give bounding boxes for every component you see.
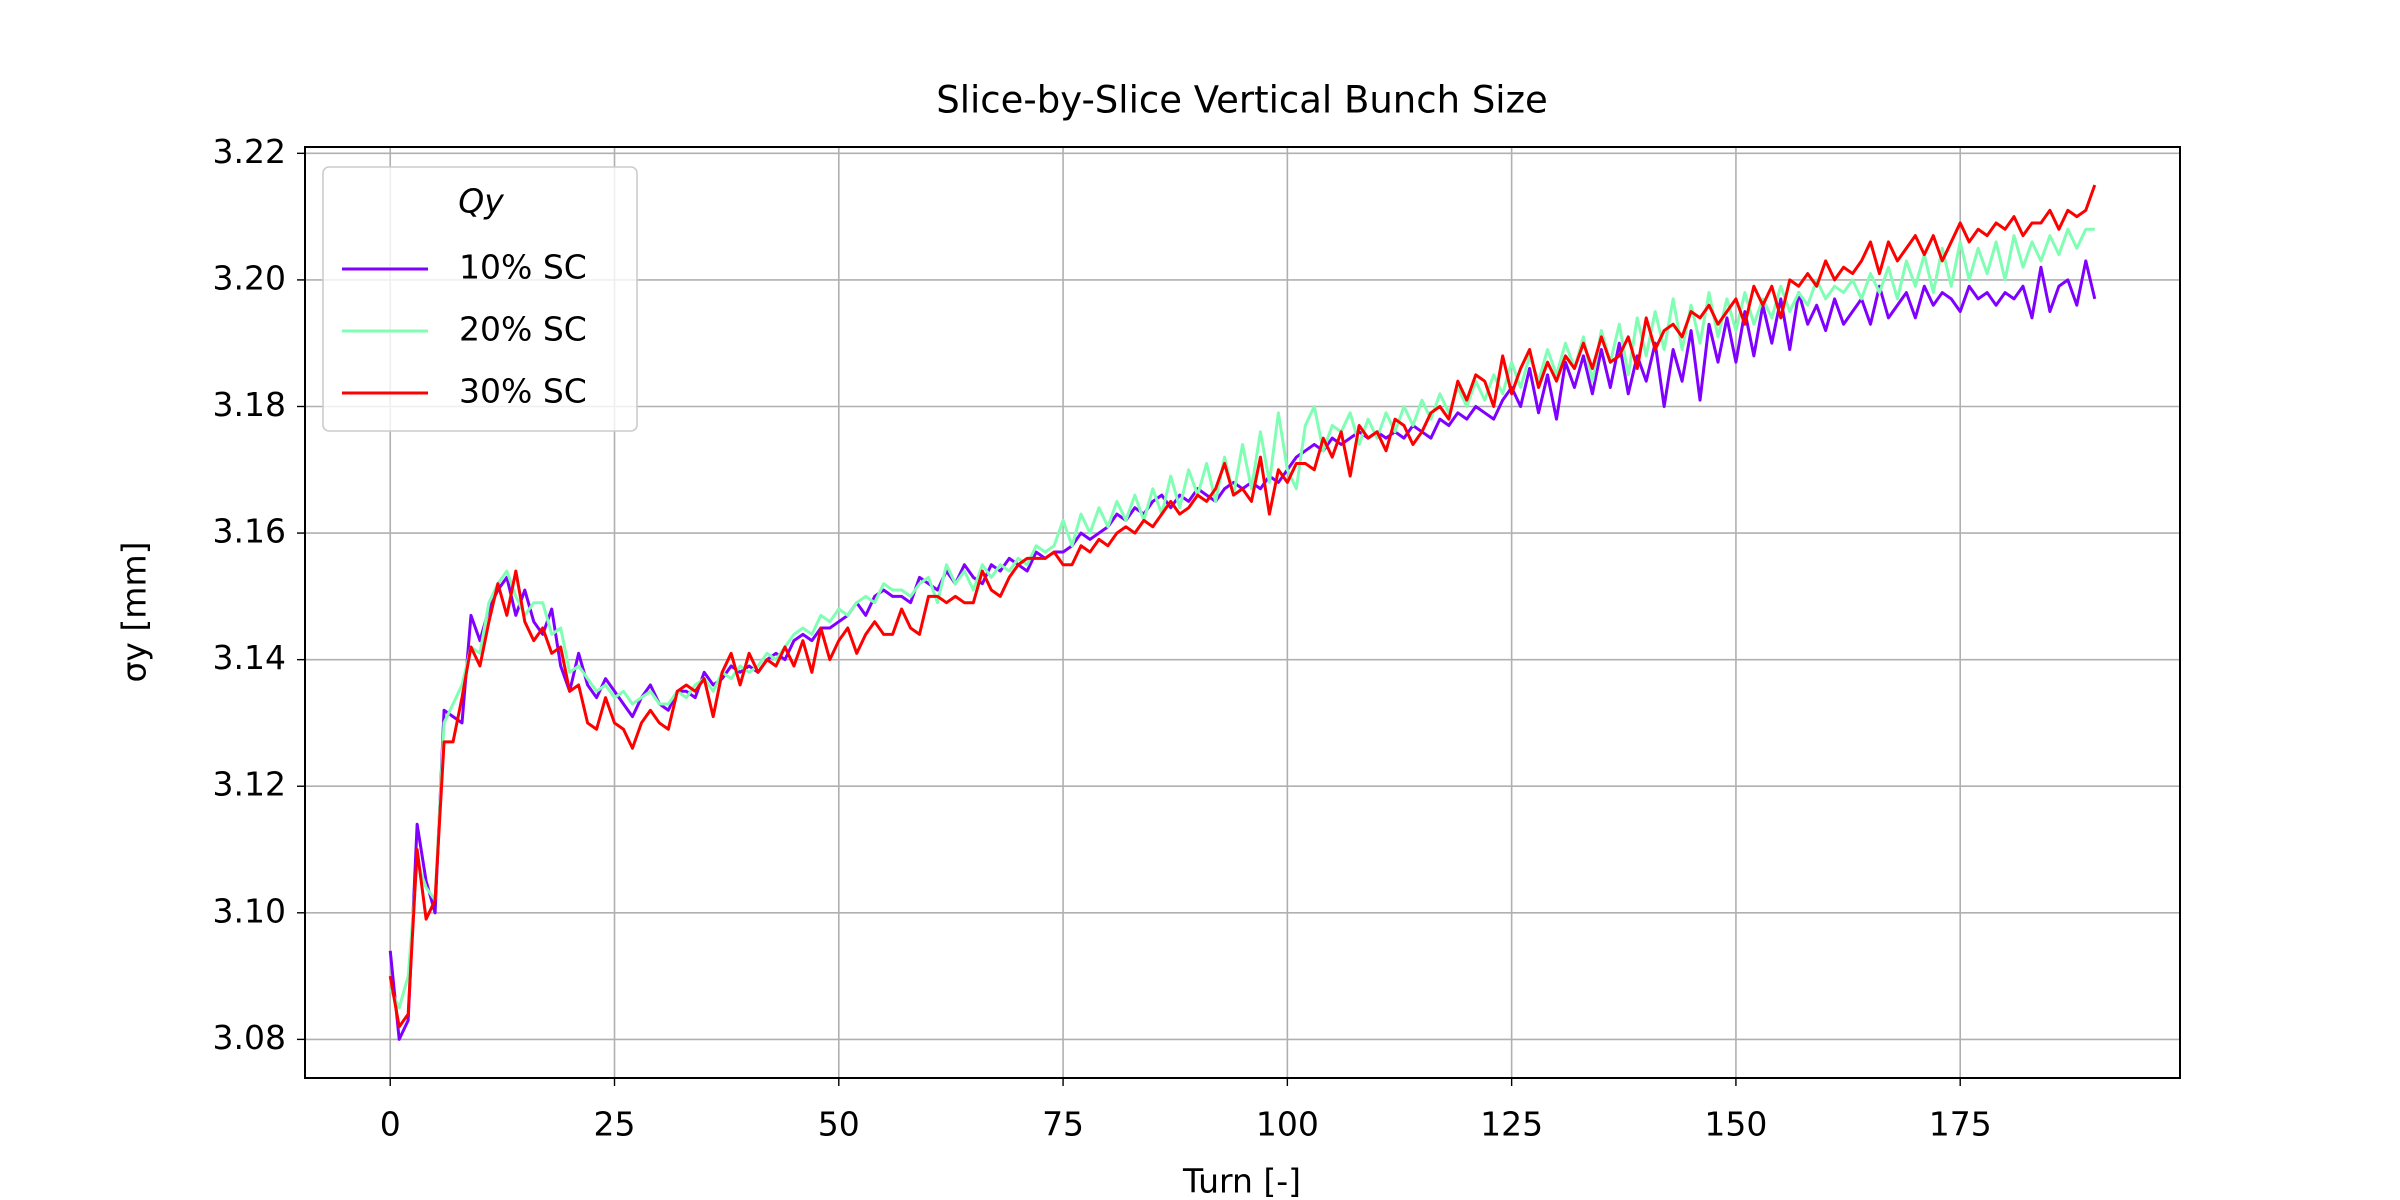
legend-title: Qy <box>458 182 504 221</box>
y-tick-label: 3.16 <box>213 512 286 551</box>
legend-box <box>322 166 638 432</box>
ticks: 0 25 50 75 100 125 150 175 3.08 3.10 3.12 3.14 3.16 3… <box>213 132 1992 1144</box>
y-tick-label: 3.18 <box>213 385 286 424</box>
y-tick-label: 3.08 <box>213 1018 286 1057</box>
axes-frame <box>304 146 2181 1079</box>
x-tick-label: 100 <box>1256 1105 1319 1144</box>
x-tick-label: 125 <box>1480 1105 1543 1144</box>
x-tick-label: 175 <box>1929 1105 1992 1144</box>
y-tick-label: 3.20 <box>213 258 286 297</box>
grid <box>305 147 2180 1078</box>
chart-title: Slice-by-Slice Vertical Bunch Size <box>936 79 1548 122</box>
legend-label: 30% SC <box>459 372 587 411</box>
y-tick-label: 3.12 <box>213 765 286 804</box>
legend-label: 10% SC <box>459 248 587 287</box>
y-tick-label: 3.22 <box>213 132 286 171</box>
y-tick-label: 3.14 <box>213 638 286 677</box>
x-tick-label: 75 <box>1042 1105 1084 1144</box>
x-axis-label: Turn [-] <box>1182 1162 1301 1200</box>
y-axis-label: σy [mm] <box>115 542 154 683</box>
x-tick-label: 0 <box>380 1105 401 1144</box>
y-tick-label: 3.10 <box>213 891 286 930</box>
series-line <box>388 184 2097 1029</box>
x-tick-label: 50 <box>818 1105 860 1144</box>
legend-label: 20% SC <box>459 310 587 349</box>
legend: Qy 10% SC 20% SC 30% SC <box>322 166 638 432</box>
x-tick-label: 25 <box>594 1105 636 1144</box>
x-tick-label: 150 <box>1704 1105 1767 1144</box>
series-line <box>388 227 2095 1010</box>
plot-lines <box>388 184 2097 1041</box>
